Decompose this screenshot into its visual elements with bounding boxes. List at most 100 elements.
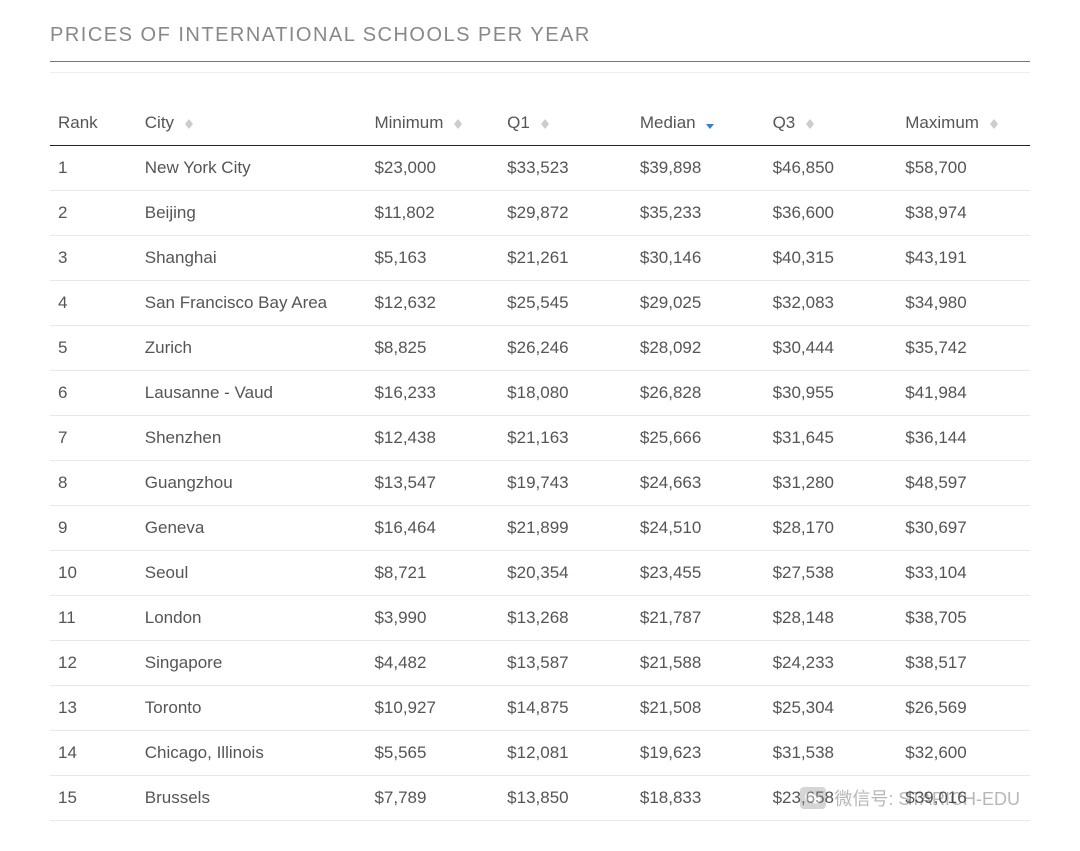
cell-q1: $25,545 (499, 281, 632, 326)
table-row: 4San Francisco Bay Area$12,632$25,545$29… (50, 281, 1030, 326)
table-row: 11London$3,990$13,268$21,787$28,148$38,7… (50, 596, 1030, 641)
cell-median: $28,092 (632, 326, 765, 371)
col-header-rank-label: Rank (58, 113, 98, 132)
cell-rank: 7 (50, 416, 137, 461)
cell-maximum: $58,700 (897, 146, 1030, 191)
cell-q3: $36,600 (765, 191, 898, 236)
table-row: 15Brussels$7,789$13,850$18,833$23,658$39… (50, 776, 1030, 821)
cell-minimum: $23,000 (366, 146, 499, 191)
col-header-median[interactable]: Median (632, 101, 765, 146)
cell-q1: $13,850 (499, 776, 632, 821)
cell-maximum: $38,705 (897, 596, 1030, 641)
cell-city: Seoul (137, 551, 367, 596)
cell-city: London (137, 596, 367, 641)
col-header-q1[interactable]: Q1 (499, 101, 632, 146)
cell-maximum: $48,597 (897, 461, 1030, 506)
cell-q1: $12,081 (499, 731, 632, 776)
cell-q3: $31,280 (765, 461, 898, 506)
cell-minimum: $11,802 (366, 191, 499, 236)
col-header-maximum[interactable]: Maximum (897, 101, 1030, 146)
sort-icon (541, 119, 549, 129)
cell-median: $23,455 (632, 551, 765, 596)
cell-q3: $24,233 (765, 641, 898, 686)
col-header-minimum-label: Minimum (374, 113, 443, 132)
cell-city: San Francisco Bay Area (137, 281, 367, 326)
cell-q1: $20,354 (499, 551, 632, 596)
table-row: 8Guangzhou$13,547$19,743$24,663$31,280$4… (50, 461, 1030, 506)
col-header-minimum[interactable]: Minimum (366, 101, 499, 146)
cell-median: $18,833 (632, 776, 765, 821)
cell-city: Guangzhou (137, 461, 367, 506)
sort-icon (454, 119, 462, 129)
cell-rank: 10 (50, 551, 137, 596)
sort-icon (990, 119, 998, 129)
cell-minimum: $8,721 (366, 551, 499, 596)
cell-median: $35,233 (632, 191, 765, 236)
cell-median: $21,787 (632, 596, 765, 641)
cell-minimum: $5,163 (366, 236, 499, 281)
cell-median: $21,588 (632, 641, 765, 686)
cell-median: $21,508 (632, 686, 765, 731)
cell-maximum: $38,974 (897, 191, 1030, 236)
cell-median: $29,025 (632, 281, 765, 326)
table-row: 12Singapore$4,482$13,587$21,588$24,233$3… (50, 641, 1030, 686)
cell-minimum: $4,482 (366, 641, 499, 686)
cell-q3: $30,955 (765, 371, 898, 416)
col-header-city[interactable]: City (137, 101, 367, 146)
cell-q1: $33,523 (499, 146, 632, 191)
cell-q3: $31,538 (765, 731, 898, 776)
col-header-rank[interactable]: Rank (50, 101, 137, 146)
sort-icon (806, 119, 814, 129)
col-header-city-label: City (145, 113, 174, 132)
table-row: 6Lausanne - Vaud$16,233$18,080$26,828$30… (50, 371, 1030, 416)
cell-minimum: $16,233 (366, 371, 499, 416)
cell-rank: 12 (50, 641, 137, 686)
cell-maximum: $39,016 (897, 776, 1030, 821)
cell-q3: $46,850 (765, 146, 898, 191)
col-header-q3-label: Q3 (773, 113, 796, 132)
cell-q1: $19,743 (499, 461, 632, 506)
table-container: PRICES OF INTERNATIONAL SCHOOLS PER YEAR… (0, 0, 1080, 851)
cell-maximum: $38,517 (897, 641, 1030, 686)
cell-city: Lausanne - Vaud (137, 371, 367, 416)
cell-city: Chicago, Illinois (137, 731, 367, 776)
cell-city: Brussels (137, 776, 367, 821)
cell-maximum: $34,980 (897, 281, 1030, 326)
cell-q1: $21,163 (499, 416, 632, 461)
cell-city: New York City (137, 146, 367, 191)
cell-rank: 2 (50, 191, 137, 236)
col-header-q3[interactable]: Q3 (765, 101, 898, 146)
cell-rank: 15 (50, 776, 137, 821)
cell-city: Shanghai (137, 236, 367, 281)
cell-rank: 13 (50, 686, 137, 731)
cell-q3: $28,148 (765, 596, 898, 641)
cell-city: Shenzhen (137, 416, 367, 461)
cell-rank: 5 (50, 326, 137, 371)
cell-median: $25,666 (632, 416, 765, 461)
table-row: 13Toronto$10,927$14,875$21,508$25,304$26… (50, 686, 1030, 731)
cell-city: Toronto (137, 686, 367, 731)
cell-q3: $27,538 (765, 551, 898, 596)
table-row: 2Beijing$11,802$29,872$35,233$36,600$38,… (50, 191, 1030, 236)
cell-q1: $13,587 (499, 641, 632, 686)
cell-city: Geneva (137, 506, 367, 551)
page-title: PRICES OF INTERNATIONAL SCHOOLS PER YEAR (50, 24, 1030, 47)
col-header-q1-label: Q1 (507, 113, 530, 132)
cell-q1: $13,268 (499, 596, 632, 641)
cell-minimum: $12,632 (366, 281, 499, 326)
cell-q1: $18,080 (499, 371, 632, 416)
cell-maximum: $32,600 (897, 731, 1030, 776)
cell-city: Beijing (137, 191, 367, 236)
cell-q1: $29,872 (499, 191, 632, 236)
table-row: 7Shenzhen$12,438$21,163$25,666$31,645$36… (50, 416, 1030, 461)
cell-rank: 8 (50, 461, 137, 506)
cell-city: Zurich (137, 326, 367, 371)
table-row: 1New York City$23,000$33,523$39,898$46,8… (50, 146, 1030, 191)
cell-maximum: $41,984 (897, 371, 1030, 416)
cell-rank: 14 (50, 731, 137, 776)
table-row: 9Geneva$16,464$21,899$24,510$28,170$30,6… (50, 506, 1030, 551)
cell-q1: $14,875 (499, 686, 632, 731)
cell-maximum: $33,104 (897, 551, 1030, 596)
table-row: 3Shanghai$5,163$21,261$30,146$40,315$43,… (50, 236, 1030, 281)
table-row: 14Chicago, Illinois$5,565$12,081$19,623$… (50, 731, 1030, 776)
